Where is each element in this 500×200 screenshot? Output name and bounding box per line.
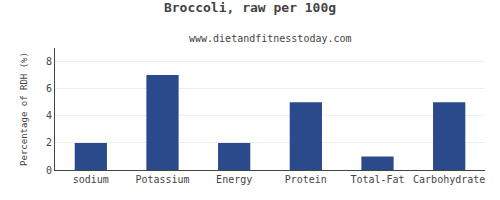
svg-text:sodium: sodium [73,174,109,185]
svg-text:2: 2 [46,137,52,148]
svg-text:Percentage of RDH (%): Percentage of RDH (%) [19,52,29,166]
svg-text:0: 0 [46,165,52,176]
svg-text:8: 8 [46,56,52,67]
svg-text:Protein: Protein [285,174,327,185]
svg-text:6: 6 [46,83,52,94]
svg-text:4: 4 [46,110,52,121]
svg-text:Broccoli, raw per 100g: Broccoli, raw per 100g [164,0,336,15]
svg-text:Potassium: Potassium [135,174,189,185]
svg-text:Energy: Energy [216,174,252,185]
svg-text:Total-Fat: Total-Fat [350,174,404,185]
svg-text:Carbohydrate: Carbohydrate [413,174,485,185]
svg-text:www.dietandfitnesstoday.com: www.dietandfitnesstoday.com [189,33,352,44]
